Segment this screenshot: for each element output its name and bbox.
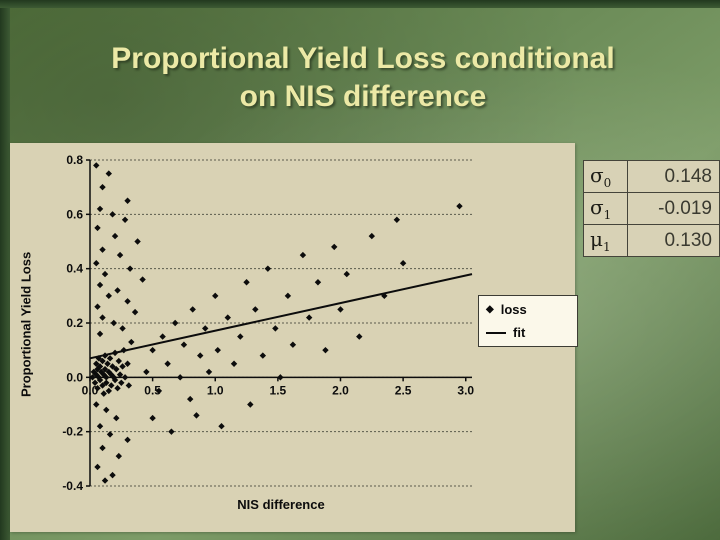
legend-entry-loss: ◆ loss xyxy=(486,302,570,317)
svg-text:0.5: 0.5 xyxy=(144,383,161,397)
svg-text:2.0: 2.0 xyxy=(332,383,349,397)
legend-fit-label: fit xyxy=(513,325,526,340)
svg-text:0.4: 0.4 xyxy=(66,262,83,276)
slide-title: Proportional Yield Loss conditional on N… xyxy=(14,40,712,116)
loss-marker-icon: ◆ xyxy=(486,303,494,315)
param-symbol-sigma0: σ0 xyxy=(582,160,629,193)
param-row-sigma1: σ1 -0.019 xyxy=(582,192,720,225)
param-row-mu1: μ1 0.130 xyxy=(582,224,720,257)
gridlines xyxy=(90,159,472,487)
x-axis-title: NIS difference xyxy=(237,497,325,512)
svg-text:3.0: 3.0 xyxy=(457,383,474,397)
y-axis-title: Proportional Yield Loss xyxy=(18,251,34,397)
title-line-2: on NIS difference xyxy=(239,80,487,113)
chart-legend: ◆ loss fit xyxy=(478,295,578,347)
svg-text:0.2: 0.2 xyxy=(66,316,83,330)
svg-text:-0.4: -0.4 xyxy=(62,479,83,493)
svg-text:0.8: 0.8 xyxy=(66,153,83,167)
param-symbol-mu1: μ1 xyxy=(582,224,629,257)
svg-text:1.0: 1.0 xyxy=(207,383,224,397)
series xyxy=(89,162,473,484)
svg-text:0.6: 0.6 xyxy=(66,207,83,221)
slide-frame-left xyxy=(0,0,10,540)
legend-loss-label: loss xyxy=(500,302,527,317)
scatter-chart-svg: -0.4 -0.2 0.0 0.2 0.4 0.6 0.8 0.0 0.5 1.0 1.5 2.0 2.… xyxy=(62,153,474,493)
title-line-1: Proportional Yield Loss conditional xyxy=(111,42,615,75)
scatter-chart-panel: -0.4 -0.2 0.0 0.2 0.4 0.6 0.8 0.0 0.5 1.0 1.5 2.0 2.… xyxy=(10,143,578,532)
param-value-sigma0: 0.148 xyxy=(627,160,720,193)
params-table: σ0 0.148 σ1 -0.019 μ1 0.130 xyxy=(582,160,720,257)
tick-labels: -0.4 -0.2 0.0 0.2 0.4 0.6 0.8 0.0 0.5 1.0 1.5 2.0 2.… xyxy=(62,153,474,493)
param-symbol-sigma1: σ1 xyxy=(582,192,629,225)
fit-line-icon xyxy=(486,331,506,334)
param-row-sigma0: σ0 0.148 xyxy=(582,160,720,193)
legend-entry-fit: fit xyxy=(486,325,570,340)
svg-text:0.0: 0.0 xyxy=(66,370,83,384)
param-value-sigma1: -0.019 xyxy=(627,192,720,225)
slide-frame-top xyxy=(0,0,720,8)
svg-text:-0.2: -0.2 xyxy=(62,425,83,439)
svg-text:1.5: 1.5 xyxy=(270,383,287,397)
svg-text:2.5: 2.5 xyxy=(395,383,412,397)
svg-text:0.0: 0.0 xyxy=(82,383,99,397)
param-value-mu1: 0.130 xyxy=(627,224,720,257)
